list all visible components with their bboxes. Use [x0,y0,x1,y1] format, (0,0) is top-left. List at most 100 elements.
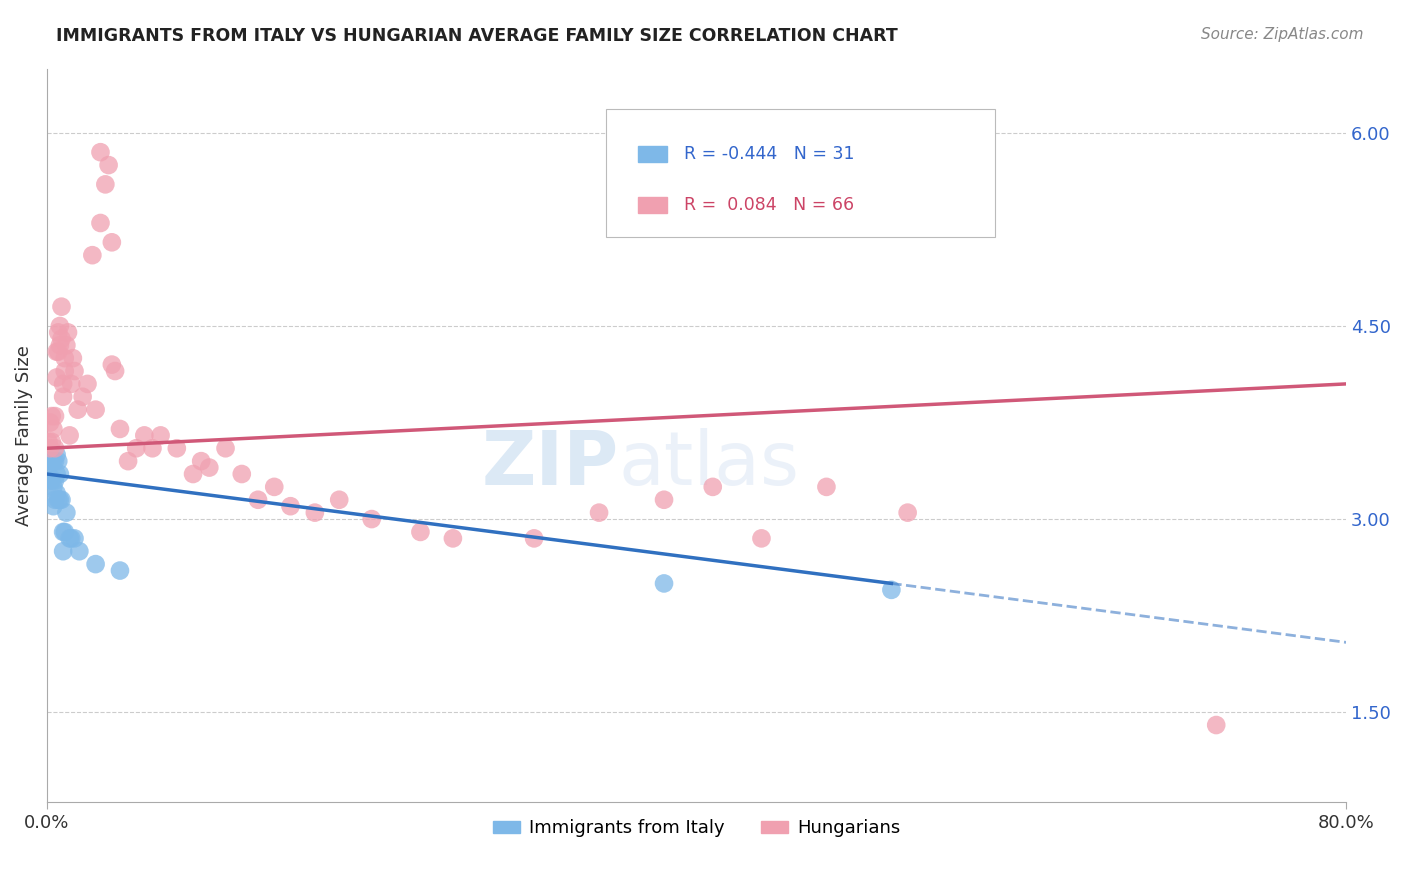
Point [72,390,94,404]
Point [880,582,903,597]
Point [190,454,212,468]
Point [45,370,67,384]
Point [51,492,73,507]
Point [45,448,67,462]
Point [51,300,73,314]
Point [52,544,75,558]
Text: R =  0.084   N = 66: R = 0.084 N = 66 [683,196,853,214]
Point [67,544,90,558]
Point [897,506,920,520]
Point [44,474,66,488]
Point [41,409,63,423]
Point [56,326,79,340]
Point [49,318,72,333]
Point [49,338,72,352]
Point [89,145,111,160]
Point [42,499,65,513]
Point [441,532,464,546]
Point [60,376,83,391]
Point [181,467,204,481]
Point [94,178,117,192]
Point [44,409,66,423]
Point [45,344,67,359]
Text: atlas: atlas [619,428,800,501]
Point [42,480,65,494]
Bar [638,197,666,213]
Text: Source: ZipAtlas.com: Source: ZipAtlas.com [1201,27,1364,42]
Point [360,512,382,526]
Point [231,467,253,481]
Point [45,486,67,500]
Point [51,332,73,346]
Point [328,492,350,507]
Point [523,532,546,546]
Point [46,326,69,340]
Point [101,235,124,250]
Point [52,376,75,391]
Point [125,442,148,456]
Point [49,467,72,481]
Point [41,454,63,468]
Point [41,474,63,488]
Point [52,524,75,539]
Point [44,442,66,456]
Point [39,454,62,468]
Point [89,216,111,230]
Point [588,506,610,520]
Text: IMMIGRANTS FROM ITALY VS HUNGARIAN AVERAGE FAMILY SIZE CORRELATION CHART: IMMIGRANTS FROM ITALY VS HUNGARIAN AVERA… [56,27,898,45]
Point [59,428,82,442]
Point [44,492,66,507]
Point [59,532,82,546]
Point [84,557,107,571]
Point [141,442,163,456]
Point [304,506,326,520]
Point [652,576,675,591]
Point [63,364,86,378]
Point [84,402,107,417]
Point [751,532,773,546]
FancyBboxPatch shape [606,109,995,237]
Point [815,480,838,494]
Point [38,467,60,481]
Point [45,467,67,481]
Point [198,460,221,475]
Point [63,532,86,546]
Point [46,454,69,468]
Point [66,402,89,417]
Point [247,492,270,507]
Point [134,428,156,442]
Point [702,480,724,494]
Y-axis label: Average Family Size: Average Family Size [15,345,32,525]
Point [38,434,60,449]
Point [149,428,172,442]
Point [39,416,62,430]
Point [49,492,72,507]
Point [42,454,65,468]
Point [76,376,98,391]
Point [62,351,84,366]
Point [117,454,139,468]
Text: ZIP: ZIP [481,428,619,501]
Point [52,390,75,404]
Point [166,442,188,456]
Legend: Immigrants from Italy, Hungarians: Immigrants from Italy, Hungarians [485,812,907,845]
Point [53,351,76,366]
Point [652,492,675,507]
Point [97,158,120,172]
Point [214,442,236,456]
Text: R = -0.444   N = 31: R = -0.444 N = 31 [683,145,853,162]
Point [82,248,104,262]
Point [53,364,76,378]
Point [55,338,77,352]
Point [39,442,62,456]
Point [104,364,127,378]
Point [44,454,66,468]
Point [42,422,65,436]
Point [108,564,131,578]
Point [280,499,302,513]
Point [108,422,131,436]
Point [101,358,124,372]
Point [263,480,285,494]
Point [53,524,76,539]
Point [55,506,77,520]
